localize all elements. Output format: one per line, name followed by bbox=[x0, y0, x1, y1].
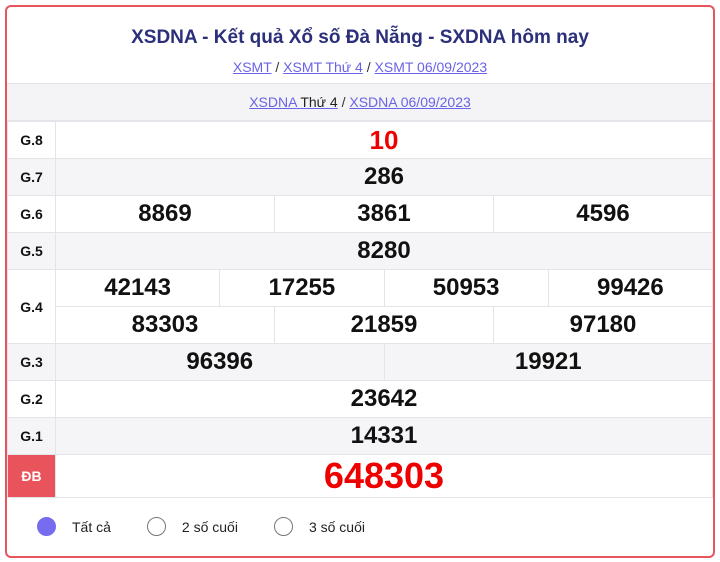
prize-label: G.1 bbox=[7, 417, 56, 455]
prize-label: G.8 bbox=[7, 121, 56, 159]
radio-selected-icon[interactable] bbox=[37, 517, 56, 536]
prize-label: ĐB bbox=[7, 454, 56, 498]
breadcrumb-xsmt-thu4[interactable]: XSMT Thứ 4 bbox=[283, 59, 363, 75]
prize-value: 3861 bbox=[274, 196, 493, 232]
prize-value: 10 bbox=[55, 121, 713, 159]
row-g3: G.3 96396 19921 bbox=[7, 343, 713, 381]
prize-value: 8869 bbox=[138, 200, 192, 227]
row-g4: G.4 42143 17255 50953 99426 83303 21859 … bbox=[7, 269, 713, 344]
prize-value: 19921 bbox=[383, 344, 713, 380]
special-prize-value: 648303 bbox=[55, 454, 713, 498]
prize-label: G.6 bbox=[7, 195, 56, 233]
radio-last-2[interactable]: 2 số cuối bbox=[146, 517, 238, 536]
row-g6: G.6 8869 3861 4596 bbox=[7, 195, 713, 233]
prize-value: 50953 bbox=[383, 270, 548, 306]
prize-value: 21859 bbox=[274, 307, 493, 343]
prize-value: 8280 bbox=[55, 232, 713, 270]
breadcrumb: XSMT / XSMT Thứ 4 / XSMT 06/09/2023 bbox=[232, 59, 488, 75]
radio-icon[interactable] bbox=[146, 517, 166, 536]
breadcrumb-xsmt[interactable]: XSMT bbox=[232, 59, 272, 75]
radio-all[interactable]: Tất cả bbox=[37, 517, 111, 536]
row-g7: G.7 286 bbox=[7, 158, 713, 196]
prize-value: 97180 bbox=[493, 307, 712, 343]
sub-breadcrumb: XSDNA Thứ 4 / XSDNA 06/09/2023 bbox=[7, 83, 713, 121]
prize-label: G.4 bbox=[7, 269, 56, 344]
prize-value: 99426 bbox=[547, 270, 712, 306]
prize-label: G.3 bbox=[7, 343, 56, 381]
prize-value: 83303 bbox=[131, 311, 199, 338]
results-card: XSDNA - Kết quả Xổ số Đà Nẵng - SXDNA hô… bbox=[5, 5, 715, 558]
radio-last-3[interactable]: 3 số cuối bbox=[273, 517, 365, 536]
prize-label: G.2 bbox=[7, 380, 56, 418]
row-g8: G.8 10 bbox=[7, 121, 713, 159]
link-xsdna-thu4[interactable]: XSDNA Thứ 4 bbox=[249, 94, 338, 110]
prize-value: 4596 bbox=[493, 196, 712, 232]
header: XSDNA - Kết quả Xổ số Đà Nẵng - SXDNA hô… bbox=[7, 7, 713, 83]
digit-filter: Tất cả 2 số cuối 3 số cuối bbox=[7, 498, 713, 536]
prize-value: 42143 bbox=[104, 274, 171, 301]
prize-value: 286 bbox=[55, 158, 713, 196]
prize-value: 17255 bbox=[219, 270, 383, 306]
breadcrumb-xsmt-date[interactable]: XSMT 06/09/2023 bbox=[374, 59, 488, 75]
row-g1: G.1 14331 bbox=[7, 417, 713, 455]
row-special: ĐB 648303 bbox=[7, 454, 713, 498]
results-table: G.8 10 G.7 286 G.6 8869 3861 4596 G.5 8280 … bbox=[7, 121, 713, 498]
prize-value: 23642 bbox=[55, 380, 713, 418]
prize-value: 96396 bbox=[186, 348, 254, 375]
radio-icon[interactable] bbox=[273, 517, 293, 536]
prize-label: G.7 bbox=[7, 158, 56, 196]
prize-value: 14331 bbox=[55, 417, 713, 455]
row-g2: G.2 23642 bbox=[7, 380, 713, 418]
link-xsdna-date[interactable]: XSDNA 06/09/2023 bbox=[349, 94, 471, 110]
page-title: XSDNA - Kết quả Xổ số Đà Nẵng - SXDNA hô… bbox=[131, 27, 589, 48]
prize-label: G.5 bbox=[7, 232, 56, 270]
row-g5: G.5 8280 bbox=[7, 232, 713, 270]
